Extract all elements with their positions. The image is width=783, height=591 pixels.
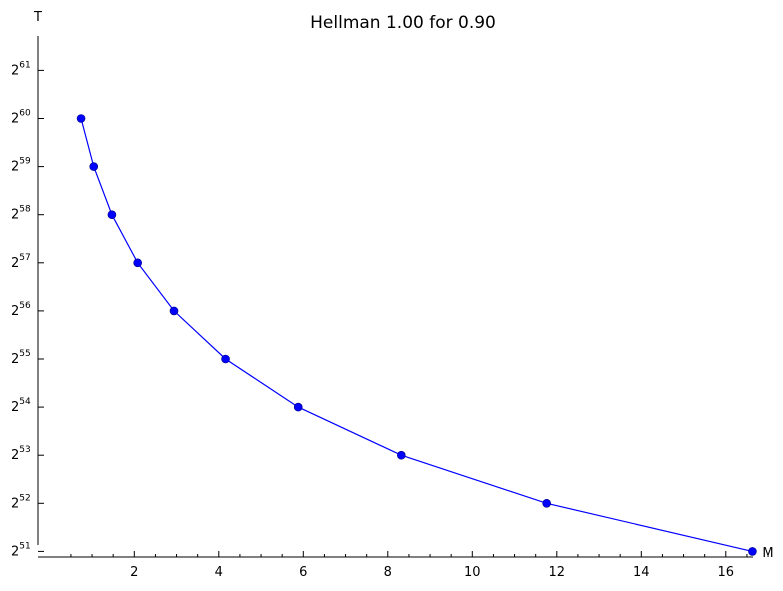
x-tick-label: 14 <box>633 565 650 580</box>
y-tick-label: 256 <box>11 301 31 319</box>
data-point <box>293 402 303 412</box>
y-tick-label: 255 <box>11 349 31 367</box>
x-tick-label: 2 <box>130 565 138 580</box>
y-axis-label: T <box>33 10 42 25</box>
y-tick-label: 253 <box>11 445 31 463</box>
x-tick-label: 10 <box>464 565 481 580</box>
y-tick-label: 257 <box>11 253 31 271</box>
y-ticks: 251 252 253 254 255 256 257 258 259 260 261 <box>11 60 44 559</box>
data-point <box>397 450 406 460</box>
data-point <box>169 306 179 316</box>
y-tick-label: 260 <box>11 109 31 127</box>
y-tick-label: 258 <box>11 205 31 223</box>
chart-title: Hellman 1.00 for 0.90 <box>310 13 496 33</box>
data-point <box>133 258 142 268</box>
data-point <box>76 114 86 123</box>
x-axis-label: M <box>762 546 773 561</box>
y-tick-label: 254 <box>11 397 31 415</box>
data-point <box>542 498 551 508</box>
x-tick-label: 4 <box>215 565 223 580</box>
series-line <box>80 118 753 552</box>
y-tick-label: 259 <box>11 157 31 175</box>
data-point <box>221 354 230 364</box>
data-point <box>89 162 99 171</box>
x-tick-label: 8 <box>384 565 392 580</box>
x-tick-label: 16 <box>718 565 735 580</box>
y-tick-label: 252 <box>11 493 31 511</box>
data-point <box>107 210 117 219</box>
data-point <box>748 547 757 556</box>
series-layer <box>76 114 757 556</box>
x-tick-label: 12 <box>549 565 566 580</box>
x-tick-label: 6 <box>299 565 307 580</box>
y-tick-label: 261 <box>11 60 31 78</box>
y-tick-label: 251 <box>11 541 31 559</box>
x-ticks: 2 4 6 8 10 12 14 16 <box>70 551 769 580</box>
